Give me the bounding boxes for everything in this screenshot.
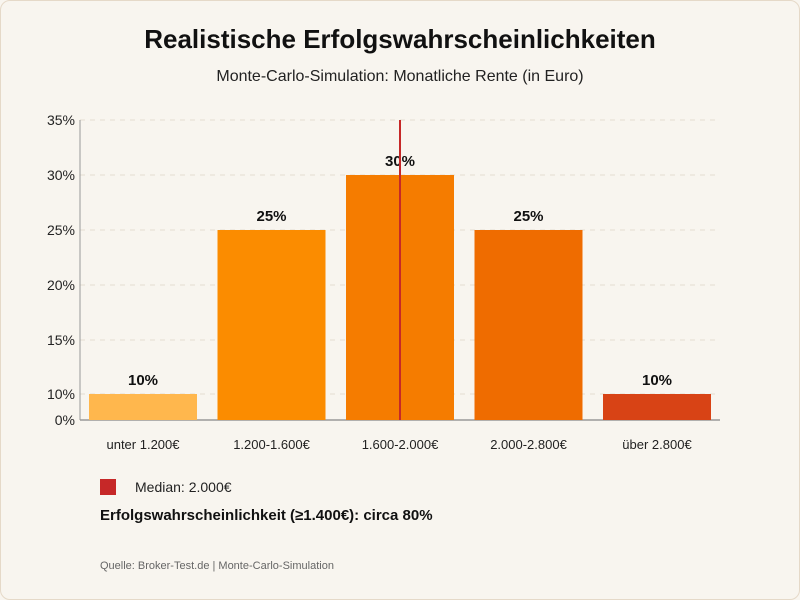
x-tick-label: 1.200-1.600€ bbox=[233, 437, 310, 452]
y-tick-label: 15% bbox=[47, 332, 75, 348]
bar-value-label: 25% bbox=[256, 208, 286, 225]
success-probability: Erfolgswahrscheinlichkeit (≥1.400€): cir… bbox=[100, 507, 433, 524]
bar-1 bbox=[89, 394, 197, 420]
bar-2 bbox=[217, 230, 326, 420]
legend-swatch-median bbox=[100, 479, 116, 495]
y-tick-label: 35% bbox=[47, 112, 75, 128]
bar-value-label: 10% bbox=[128, 372, 158, 389]
source-note: Quelle: Broker-Test.de | Monte-Carlo-Sim… bbox=[100, 560, 334, 572]
chart-subtitle: Monte-Carlo-Simulation: Monatliche Rente… bbox=[216, 68, 584, 85]
y-tick-label: 10% bbox=[47, 386, 75, 402]
bar-5 bbox=[603, 394, 711, 420]
legend: Median: 2.000€ bbox=[100, 479, 232, 495]
chart-title: Realistische Erfolgswahrscheinlichkeiten bbox=[144, 24, 656, 54]
x-tick-label: über 2.800€ bbox=[622, 437, 692, 452]
bar-4 bbox=[474, 230, 583, 420]
bar-value-label: 25% bbox=[513, 208, 543, 225]
y-tick-label: 20% bbox=[47, 277, 75, 293]
x-tick-label: unter 1.200€ bbox=[106, 437, 180, 452]
x-tick-label: 2.000-2.800€ bbox=[490, 437, 567, 452]
y-tick-label: 30% bbox=[47, 167, 75, 183]
y-tick-label: 25% bbox=[47, 222, 75, 238]
x-tick-label: 1.600-2.000€ bbox=[362, 437, 439, 452]
y-tick-label: 0% bbox=[55, 412, 75, 428]
bar-value-label: 10% bbox=[642, 372, 672, 389]
legend-label-median: Median: 2.000€ bbox=[135, 479, 232, 495]
